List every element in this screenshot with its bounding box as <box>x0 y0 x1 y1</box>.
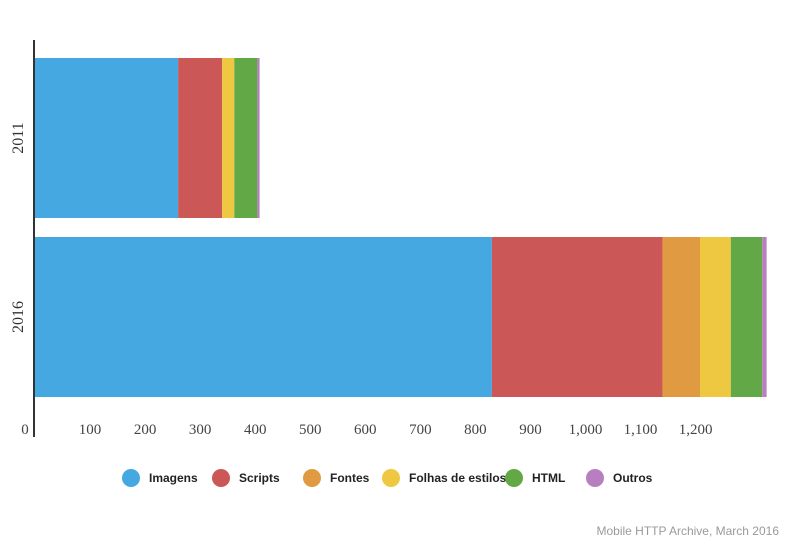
legend-label: Fontes <box>330 471 370 485</box>
legend-swatch <box>382 469 400 487</box>
legend-label: Outros <box>613 471 653 485</box>
x-tick-label: 1,200 <box>679 422 713 438</box>
bar-2016-outros <box>762 237 767 397</box>
legend-item: Fontes <box>303 464 369 492</box>
bar-2016-imagens <box>35 237 492 397</box>
bar-2011-html <box>234 58 258 218</box>
bar-2011-imagens <box>35 58 179 218</box>
x-tick-label: 100 <box>79 422 102 438</box>
bar-2011-scripts <box>178 58 223 218</box>
x-tick-label: 1,100 <box>624 422 658 438</box>
x-tick-label: 800 <box>464 422 487 438</box>
bar-2011-folhas-de-estilos <box>222 58 235 218</box>
legend-item: HTML <box>505 464 565 492</box>
x-tick-label: 1,000 <box>569 422 603 438</box>
x-tick-label: 700 <box>409 422 432 438</box>
legend-swatch <box>505 469 523 487</box>
legend-label: Folhas de estilos <box>409 471 507 485</box>
bar-2016-fontes <box>662 237 700 397</box>
legend-swatch <box>212 469 230 487</box>
legend-item: Scripts <box>212 464 280 492</box>
bar-2011-outros <box>257 58 260 218</box>
source-note: Mobile HTTP Archive, March 2016 <box>596 524 779 538</box>
bar-2016-folhas-de-estilos <box>700 237 731 397</box>
x-tick-label: 0 <box>21 422 29 438</box>
legend-label: Imagens <box>149 471 198 485</box>
legend-swatch <box>303 469 321 487</box>
x-tick-label: 600 <box>354 422 377 438</box>
x-tick-label: 500 <box>299 422 322 438</box>
stacked-bar-chart: 2011 2016 0 100 200 300 400 500 600 700 800 900 1,00… <box>10 40 767 438</box>
x-tick-label: 200 <box>134 422 157 438</box>
bar-2016-scripts <box>491 237 663 397</box>
legend-item: Imagens <box>122 464 198 492</box>
category-label-2011: 2011 <box>10 122 27 153</box>
bar-2016-html <box>730 237 763 397</box>
legend-swatch <box>586 469 604 487</box>
legend-label: HTML <box>532 471 566 485</box>
x-tick-label: 900 <box>519 422 542 438</box>
x-tick-label: 300 <box>189 422 212 438</box>
legend: Imagens Scripts Fontes Folhas de estilos HTM… <box>0 464 800 492</box>
legend-label: Scripts <box>239 471 280 485</box>
legend-swatch <box>122 469 140 487</box>
legend-item: Folhas de estilos <box>382 464 506 492</box>
x-tick-label: 400 <box>244 422 267 438</box>
legend-item: Outros <box>586 464 652 492</box>
category-label-2016: 2016 <box>10 301 27 333</box>
